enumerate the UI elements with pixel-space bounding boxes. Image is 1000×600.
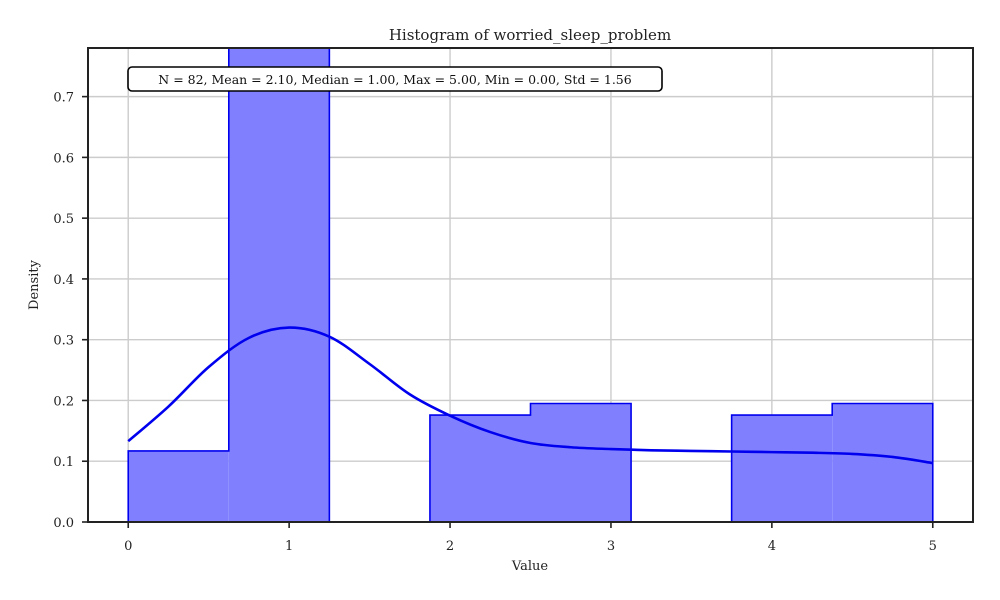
stats-annotation-text: N = 82, Mean = 2.10, Median = 1.00, Max … (158, 72, 631, 87)
y-tick-label: 0.4 (53, 273, 74, 288)
y-tick-label: 0.1 (53, 455, 74, 470)
histogram-bar (128, 450, 229, 522)
histogram-bar (832, 403, 933, 522)
y-tick-label: 0.7 (53, 91, 74, 106)
kde-curve (127, 326, 933, 465)
y-axis-label: Density (27, 259, 42, 310)
x-tick-label: 1 (285, 539, 293, 554)
histogram-bar (429, 415, 531, 522)
histogram-bar (228, 48, 330, 522)
plot-frame (87, 47, 974, 523)
x-tick-label: 3 (607, 539, 615, 554)
y-tick-label: 0.6 (53, 151, 74, 166)
y-tick-label: 0.0 (53, 516, 74, 531)
chart-title: Histogram of worried_sleep_problem (389, 26, 671, 44)
x-tick-label: 0 (124, 539, 132, 554)
y-tick-label: 0.5 (53, 212, 74, 227)
histogram-bar (530, 403, 632, 522)
histogram-outline (127, 47, 934, 523)
x-tick-label: 4 (768, 539, 776, 554)
x-axis-label: Value (511, 559, 548, 574)
histogram-bar (731, 415, 833, 522)
stats-annotation-box (127, 66, 663, 92)
stats-annotation: N = 82, Mean = 2.10, Median = 1.00, Max … (127, 66, 663, 92)
y-tick-label: 0.3 (53, 334, 74, 349)
axis-ticks: 0 1 2 3 4 5 0.0 0.1 0.2 0.3 0.4 0.5 0.6 0.7 (53, 91, 937, 554)
y-tick-label: 0.2 (53, 394, 74, 409)
x-tick-label: 2 (446, 539, 454, 554)
histogram-bars (128, 48, 933, 522)
x-tick-label: 5 (929, 539, 937, 554)
